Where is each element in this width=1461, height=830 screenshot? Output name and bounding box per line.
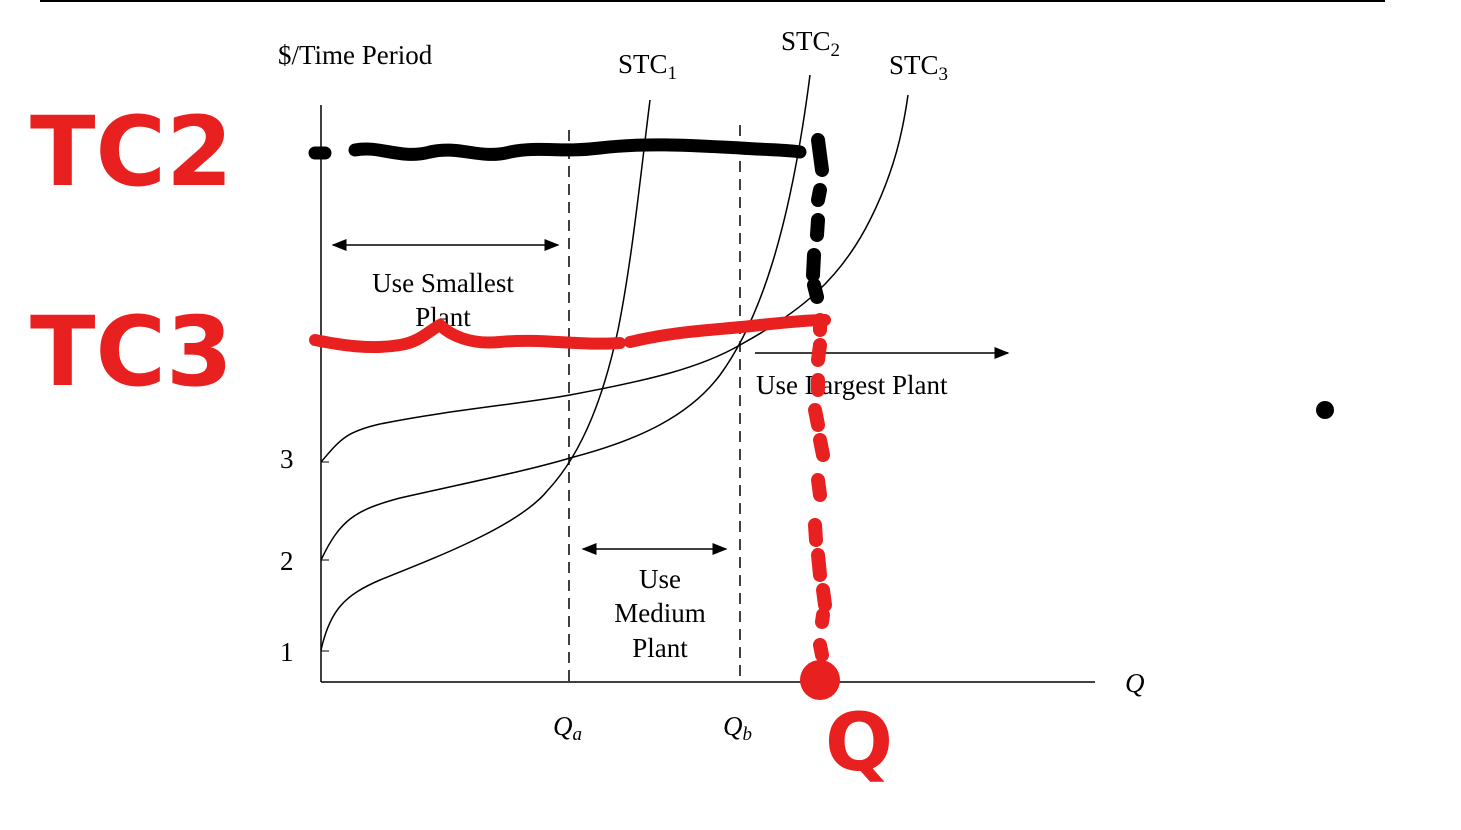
curve-label: STC1: [618, 49, 677, 84]
stc1-curve: [320, 99, 651, 651]
curve-label: STC2: [781, 26, 840, 61]
region-label: Use Smallest: [372, 268, 514, 298]
region-label: Use: [639, 564, 681, 594]
stc2-curve: [320, 74, 811, 561]
region-label: Use Largest Plant: [756, 370, 948, 400]
curve-label: STC3: [889, 50, 948, 85]
quantity-label: Qa: [553, 711, 582, 745]
region-label: Plant: [632, 633, 688, 663]
tick-label: 3: [280, 444, 294, 474]
region-label: Medium: [614, 598, 706, 628]
quantity-label: Qb: [723, 711, 752, 745]
handwritten-label: Q: [825, 696, 893, 789]
stc3-curve: [320, 94, 909, 463]
handwritten-label: TC2: [30, 96, 233, 208]
dot: [1316, 401, 1334, 419]
tc2-drop: [806, 133, 829, 304]
handwritten-label: TC3: [30, 296, 233, 408]
x-label: Q: [1125, 668, 1145, 698]
tick-label: 1: [280, 637, 294, 667]
q-drop: [808, 313, 832, 662]
tick-label: 2: [280, 546, 294, 576]
q-blob: [800, 660, 840, 700]
y-label: $/Time Period: [278, 40, 433, 70]
tc2-stroke: [308, 138, 807, 161]
tc3-stroke: [309, 314, 831, 354]
